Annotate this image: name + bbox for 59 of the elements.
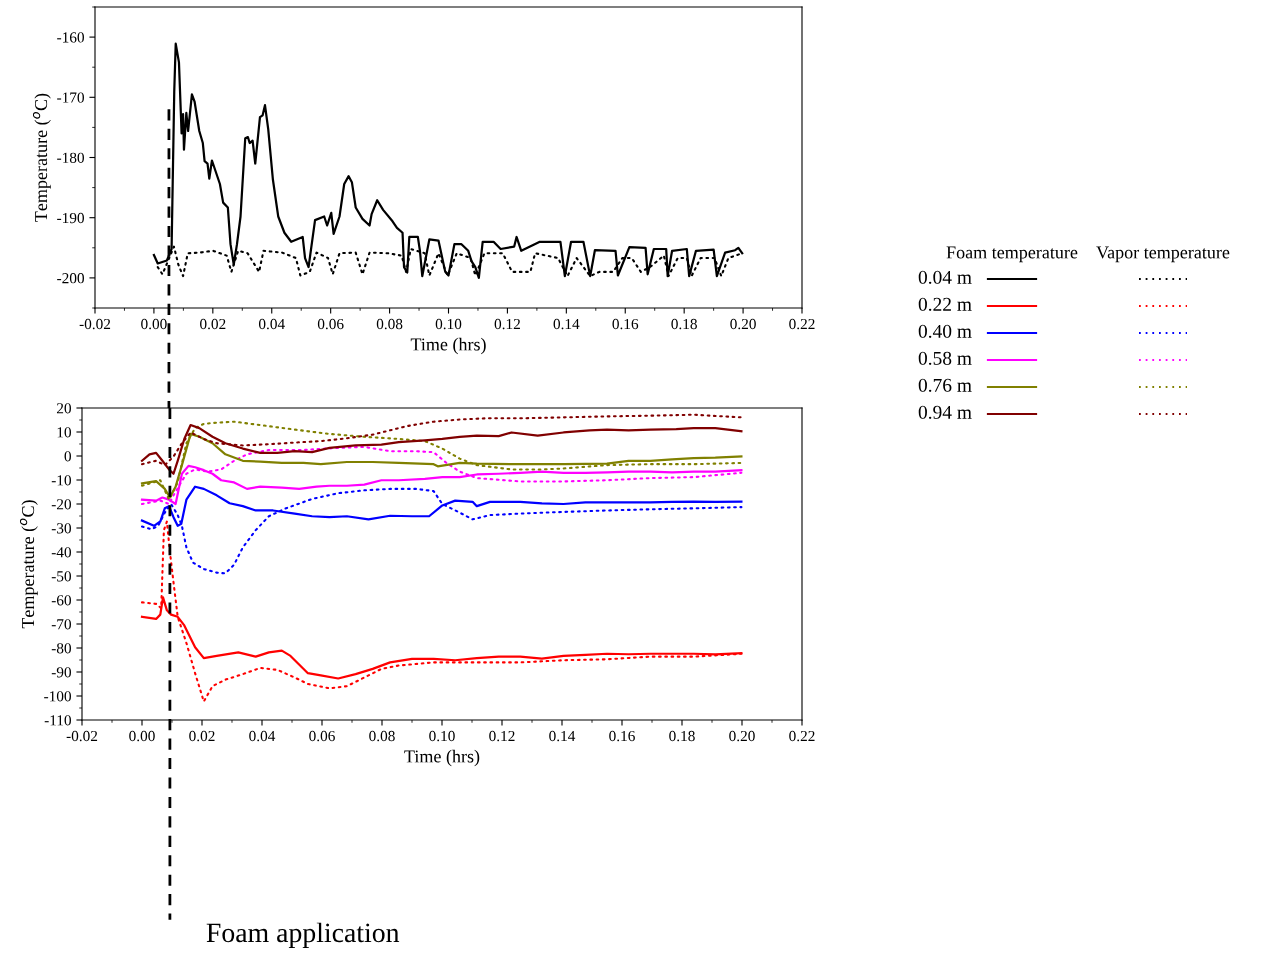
x-tick-label: 0.06 <box>317 318 344 330</box>
x-tick-label: 0.16 <box>612 318 639 330</box>
x-tick-label: 0.18 <box>671 318 697 330</box>
legend-label: 0.94 m <box>918 405 972 419</box>
ref-line-label: Foam application <box>206 922 400 948</box>
x-tick-label: 0.14 <box>549 730 576 742</box>
y-tick-label: -20 <box>51 499 71 510</box>
x-tick-label: 0.20 <box>729 730 755 742</box>
x-tick-label: 0.00 <box>129 730 155 742</box>
x-tick-label: 0.10 <box>435 318 462 330</box>
y-tick-label: -50 <box>51 571 71 582</box>
y-axis-title: Temperature ($^{o}$C) <box>19 500 38 629</box>
legend-label: 0.58 m <box>918 351 972 365</box>
y-tick-label: -90 <box>51 667 71 678</box>
y-tick-label: -100 <box>44 691 71 702</box>
x-tick-label: -0.02 <box>66 730 98 742</box>
x-tick-label: 0.06 <box>309 730 335 742</box>
y-tick-label: -190 <box>57 212 84 224</box>
x-tick-label: 0.14 <box>553 318 580 330</box>
x-tick-label: 0.18 <box>669 730 695 742</box>
x-axis-title: Time (hrs) <box>410 337 486 355</box>
y-tick-label: -40 <box>51 547 71 558</box>
y-tick-label: -180 <box>57 152 84 163</box>
x-tick-label: 0.12 <box>489 730 515 742</box>
x-tick-label: 0.22 <box>789 318 815 330</box>
x-tick-label: 0.10 <box>429 730 455 742</box>
x-tick-label: 0.04 <box>249 730 276 742</box>
line-series <box>140 487 743 575</box>
y-tick-label: -160 <box>57 32 84 43</box>
y-tick-label: -10 <box>51 475 71 486</box>
x-tick-label: 0.02 <box>189 730 215 742</box>
legend-label: 0.76 m <box>918 378 972 392</box>
y-tick-label: -30 <box>51 523 71 534</box>
x-tick-label: 0.00 <box>141 318 167 330</box>
y-tick-label: 10 <box>57 427 71 438</box>
text: Foam temperature <box>946 246 1078 263</box>
y-tick-label: -110 <box>44 715 71 726</box>
y-tick-label: -200 <box>57 273 84 284</box>
x-tick-label: 0.08 <box>376 318 403 330</box>
text: Vapor temperature <box>1096 246 1230 263</box>
x-tick-label: 0.20 <box>730 318 756 330</box>
y-tick-label: 0 <box>64 451 71 462</box>
x-tick-label: -0.02 <box>79 318 111 330</box>
legend-label: 0.04 m <box>918 270 972 284</box>
y-tick-label: -60 <box>51 595 71 606</box>
x-tick-label: 0.08 <box>369 730 395 742</box>
x-tick-label: 0.04 <box>258 318 285 330</box>
x-tick-label: 0.22 <box>789 730 815 742</box>
y-tick-label: -70 <box>51 619 71 630</box>
x-tick-label: 0.12 <box>494 318 520 330</box>
x-axis-title: Time (hrs) <box>404 749 480 767</box>
legend-label: 0.40 m <box>918 324 972 338</box>
x-tick-label: 0.16 <box>609 730 635 742</box>
x-tick-label: 0.02 <box>200 318 226 330</box>
legend-label: 0.22 m <box>918 297 972 311</box>
y-tick-label: -170 <box>57 92 84 103</box>
y-tick-label: -80 <box>51 643 71 654</box>
y-tick-label: 20 <box>56 403 71 414</box>
y-axis-title: Temperature ($^{o}$C) <box>32 93 51 222</box>
